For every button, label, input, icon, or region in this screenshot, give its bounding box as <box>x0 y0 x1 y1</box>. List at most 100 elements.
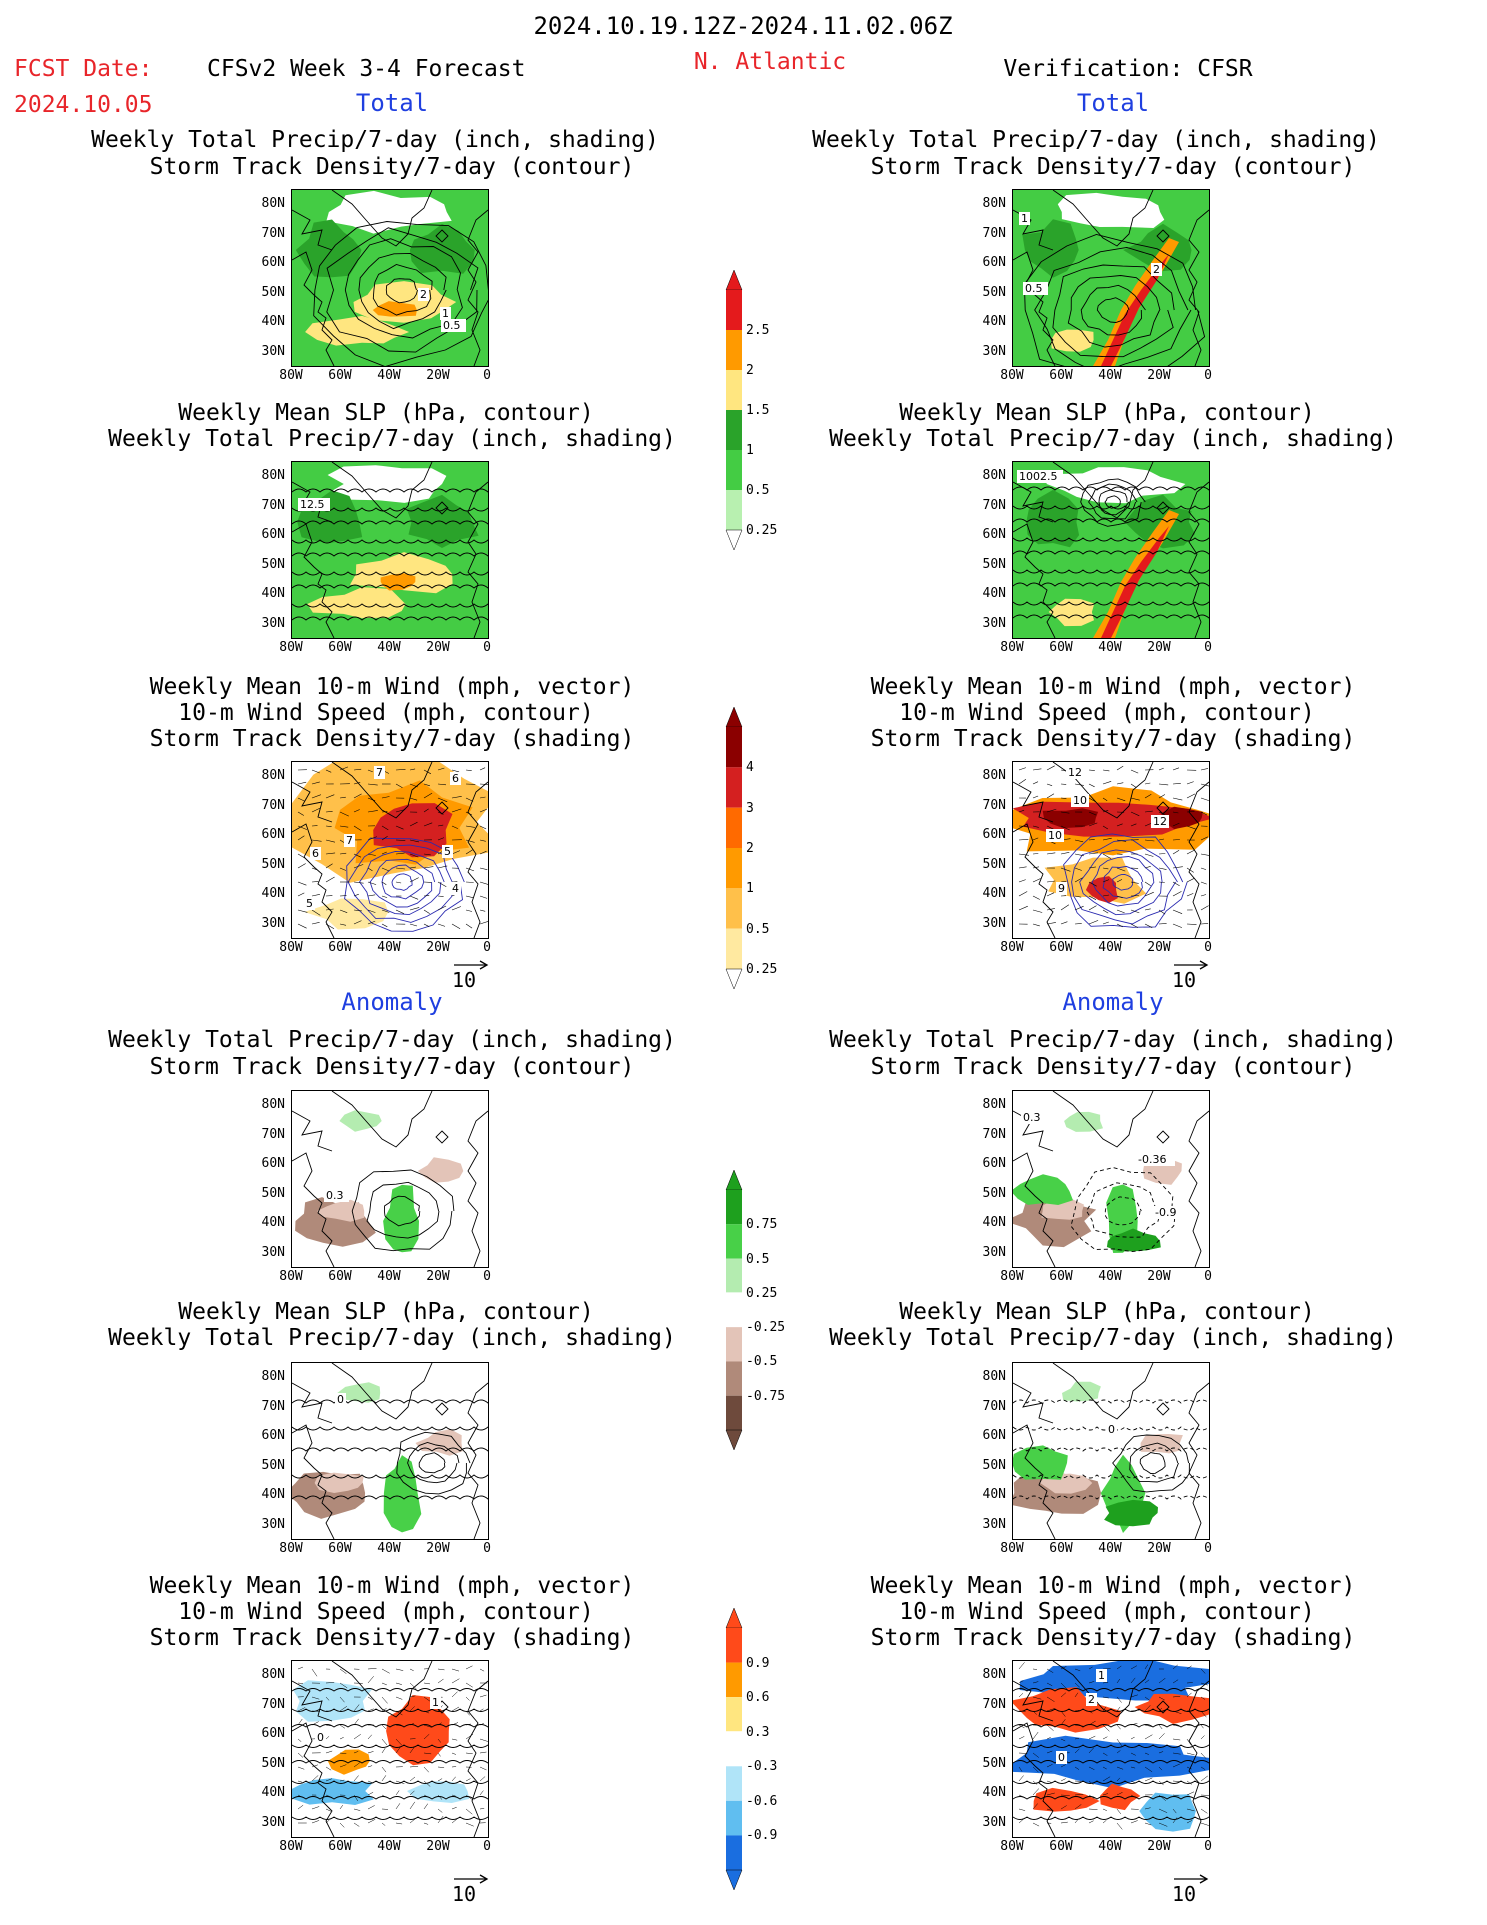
wind-anomaly-vector <box>325 1766 332 1771</box>
wet-anomaly-area <box>1104 1499 1158 1527</box>
wind-vector <box>325 825 332 827</box>
isobar <box>292 520 488 525</box>
vf-precip-map: 1 2 0.5 <box>1012 189 1210 367</box>
north-america-coastline <box>292 1424 335 1539</box>
wind-speed-anomaly-contour <box>1013 1688 1209 1692</box>
wind-anomaly-vector <box>1130 1780 1136 1784</box>
wind-vector <box>1088 797 1096 803</box>
contour-label: 1 <box>430 1696 441 1709</box>
wind-vector <box>465 797 474 802</box>
wind-vector <box>367 783 378 786</box>
greenland-coastline <box>331 190 433 247</box>
colorbar-segment <box>726 290 742 330</box>
wind-vector <box>353 881 364 884</box>
wind-vector <box>1130 769 1139 774</box>
fc-slp-lat-tick: 40N <box>261 586 285 601</box>
wind-vector <box>1186 893 1194 897</box>
colorbar-segment <box>726 1258 742 1293</box>
slp-anomaly-isobar <box>1013 1399 1209 1404</box>
colorbar-top-cap <box>725 1607 743 1629</box>
wind-vector <box>1074 783 1084 786</box>
wind-vector <box>339 852 347 855</box>
wind-vector <box>1130 923 1139 928</box>
wind-vector <box>325 852 336 855</box>
wind-anomaly-vector <box>479 1766 487 1771</box>
wind-vector <box>381 825 389 831</box>
wind-vector <box>1032 781 1039 785</box>
wind-vector <box>325 769 332 773</box>
wind-vector <box>1200 881 1207 885</box>
wind-anomaly-vector <box>1088 1808 1098 1810</box>
vf-wind-map: 12 10 12 10 9 <box>1012 761 1210 939</box>
wind-vector <box>1144 881 1151 887</box>
europe-africa-coastline <box>1188 1110 1209 1267</box>
wind-anomaly-vector <box>437 1815 444 1824</box>
slp-anomaly-isobar <box>1013 1447 1209 1452</box>
wind-vector <box>437 905 447 911</box>
wind-anomaly-vector <box>1032 1696 1042 1700</box>
wind-vector <box>1130 895 1140 897</box>
colorbar-segment <box>726 1697 742 1732</box>
wind-anomaly-vector <box>339 1706 348 1712</box>
vf-wind-lat-tick: 30N <box>982 915 1006 931</box>
wind-vector <box>1144 891 1154 897</box>
contour-label: 10 <box>1071 794 1089 807</box>
wind-vector <box>1172 822 1180 827</box>
wind-anomaly-vector <box>339 1764 347 1768</box>
slp-anomaly-isobar <box>292 1474 488 1479</box>
vf-anwind-lat-tick: 70N <box>982 1696 1006 1712</box>
contour-label: 2 <box>1086 1693 1097 1706</box>
wind-anomaly-vector <box>1088 1747 1094 1754</box>
wind-anomaly-vector <box>395 1790 400 1796</box>
fc-anwind-title-3: Storm Track Density/7-day (shading) <box>149 1625 635 1651</box>
vf-anslp-title-2: Weekly Total Precip/7-day (inch, shading… <box>829 1325 1397 1351</box>
wind-vector <box>1186 793 1196 799</box>
wind-vector <box>353 853 362 858</box>
wind-vector <box>409 839 420 843</box>
wind-vector <box>1102 879 1110 883</box>
wind-anomaly-vector <box>1032 1668 1038 1670</box>
wind-vector <box>479 909 486 912</box>
canada-coastline <box>292 1110 333 1152</box>
wet-anomaly-area <box>1062 1381 1101 1402</box>
vf-anwind-lat-tick: 80N <box>982 1667 1006 1682</box>
heavy-precip-area <box>1026 489 1080 548</box>
wind-vector <box>1200 836 1209 841</box>
slp-anomaly-contour <box>1129 1442 1179 1483</box>
wind-anomaly-vector <box>451 1776 456 1782</box>
wind-anomaly-vector <box>1074 1748 1080 1754</box>
wind-anomaly-vector <box>479 1708 484 1712</box>
north-america-coastline <box>1013 1722 1056 1837</box>
wind-anomaly-vector <box>437 1794 443 1800</box>
fc-anprecip-lat-tick: 50N <box>261 1185 285 1201</box>
wind-anomaly-vector <box>1088 1735 1096 1740</box>
wind-anomaly-vector <box>311 1820 320 1824</box>
fc-precip-lat-tick: 60N <box>261 255 285 270</box>
fc-precip-lon-tick: 20W <box>426 368 450 383</box>
wind-vector <box>395 881 402 884</box>
contour-label-bg <box>450 882 461 895</box>
wind-vector <box>465 769 472 771</box>
wind-anomaly-vector <box>423 1710 430 1714</box>
wind-vector <box>1060 797 1067 799</box>
wind-vector <box>479 850 487 855</box>
verification-title: Verification: CFSR <box>1003 56 1253 82</box>
vf-anslp-lon-tick: 20W <box>1147 1541 1171 1556</box>
wind-anomaly-vector <box>423 1696 431 1702</box>
wind-vector <box>1088 769 1095 771</box>
wind-anomaly-vector <box>1200 1710 1207 1718</box>
wind-anomaly-vector <box>1018 1710 1026 1712</box>
wind-anomaly-vector <box>465 1794 474 1801</box>
wind-vector <box>423 909 430 914</box>
colorbar-segment <box>726 370 742 410</box>
fcst-date-value: 2024.10.05 <box>14 92 153 118</box>
europe-africa-coastline <box>467 781 488 938</box>
contour-label: -0.9 <box>1153 1206 1185 1219</box>
wind-vector <box>353 909 362 912</box>
wind-anomaly-vector <box>1060 1764 1066 1768</box>
wind-vector <box>479 767 486 771</box>
iceland-coastline <box>435 801 449 815</box>
negative-storm-anomaly <box>1013 1735 1209 1789</box>
wind-vector <box>1200 797 1209 801</box>
wind-vector <box>1158 783 1169 786</box>
